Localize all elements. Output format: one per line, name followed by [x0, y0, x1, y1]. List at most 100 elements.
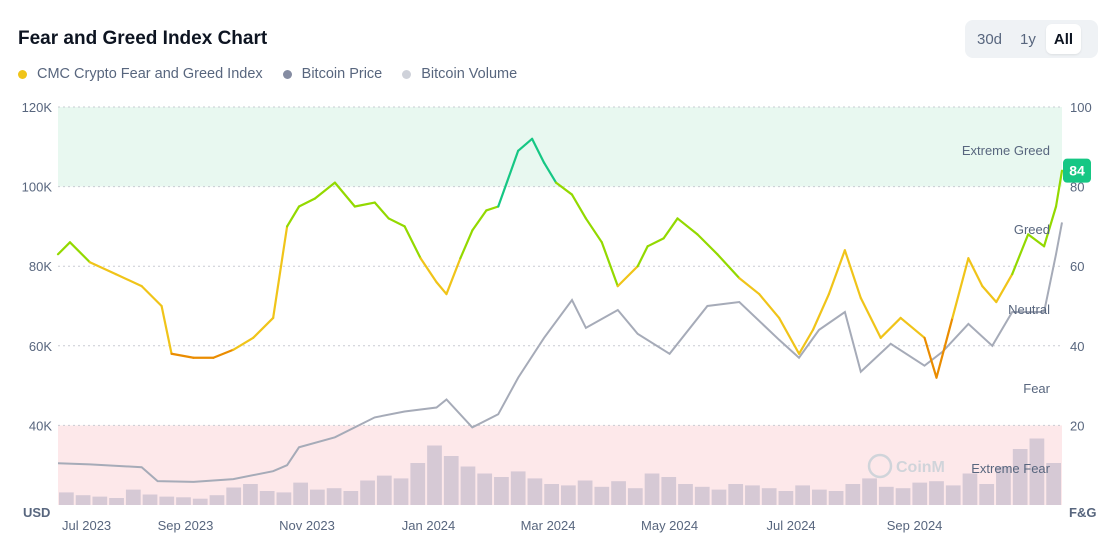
range-all-button[interactable]: All — [1045, 24, 1082, 54]
volume-bar — [1046, 463, 1061, 505]
volume-bar — [176, 497, 191, 505]
fear-greed-segment — [995, 273, 1014, 304]
coinmarketcap-logo-icon — [867, 453, 893, 479]
fear-greed-segment — [778, 316, 801, 355]
fear-greed-segment — [353, 201, 376, 208]
fear-greed-segment — [570, 193, 587, 220]
volume-bar — [577, 480, 593, 505]
fear-greed-segment — [662, 217, 679, 240]
fear-greed-segment — [517, 137, 534, 152]
fear-greed-segment — [967, 257, 984, 288]
fear-greed-segment — [114, 273, 143, 288]
fear-greed-segment — [981, 285, 998, 304]
fear-greed-segment — [542, 161, 558, 184]
zone-label-neutral: Neutral — [1008, 302, 1050, 317]
volume-bar — [109, 498, 124, 505]
volume-bar — [711, 489, 727, 505]
fear-greed-segment — [387, 217, 406, 228]
volume-bar — [745, 485, 760, 505]
fear-greed-segment — [676, 217, 699, 236]
extreme-greed-zone — [58, 107, 1062, 187]
legend-label: Bitcoin Price — [301, 66, 383, 82]
volume-bar — [226, 487, 242, 505]
fear-greed-segment — [584, 217, 603, 244]
volume-bar — [728, 484, 744, 505]
left-tick-label: 120K — [22, 100, 53, 115]
x-tick-label: Nov 2023 — [279, 518, 335, 533]
legend-item-bitcoin-price[interactable]: Bitcoin Price — [282, 66, 383, 82]
legend-item-bitcoin-volume[interactable]: Bitcoin Volume — [402, 66, 517, 82]
volume-bar — [159, 496, 175, 505]
volume-bar — [376, 475, 392, 505]
fear-greed-segment — [843, 249, 862, 300]
left-tick-label: 60K — [29, 339, 52, 354]
volume-bar — [343, 491, 359, 505]
fear-greed-segment — [403, 225, 422, 260]
fear-greed-segment — [232, 336, 255, 351]
volume-bar — [59, 492, 74, 505]
fear-greed-segment — [88, 261, 117, 276]
volume-bar — [443, 456, 459, 505]
x-tick-label: Jan 2024 — [402, 518, 456, 533]
volume-bar — [1012, 449, 1028, 505]
left-axis-unit: USD — [23, 505, 50, 520]
volume-bar — [996, 466, 1011, 505]
volume-bar — [75, 495, 91, 505]
left-tick-label: 40K — [29, 418, 52, 433]
volume-bar — [1029, 438, 1045, 505]
range-30d-button[interactable]: 30d — [969, 24, 1010, 54]
fear-greed-segment — [435, 281, 448, 296]
volume-bar — [678, 484, 693, 505]
legend-item-fear-greed[interactable]: CMC Crypto Fear and Greed Index — [18, 66, 263, 82]
fear-greed-segment — [497, 149, 520, 208]
volume-bar — [527, 478, 543, 505]
fear-greed-segment — [935, 316, 954, 379]
right-axis-unit: F&G — [1069, 505, 1096, 520]
volume-bar — [460, 466, 476, 505]
fear-greed-segment — [373, 201, 390, 220]
watermark-text: CoinM — [896, 459, 945, 476]
legend-dot-icon — [18, 69, 27, 79]
fear-greed-segment — [160, 304, 173, 355]
volume-bar — [427, 445, 442, 505]
volume-bar — [259, 491, 275, 505]
watermark: CoinM — [867, 453, 945, 479]
volume-bar — [544, 484, 559, 505]
fear-greed-segment — [445, 257, 462, 296]
fear-greed-segment — [758, 292, 781, 320]
volume-bar — [142, 494, 158, 505]
right-tick-label: 100 — [1070, 100, 1092, 115]
volume-bar — [326, 488, 342, 505]
x-tick-label: Jul 2023 — [62, 518, 111, 533]
volume-bar — [627, 488, 643, 505]
volume-bar — [209, 495, 225, 505]
fear-greed-segment — [285, 205, 301, 228]
legend-label: Bitcoin Volume — [421, 66, 518, 82]
fear-greed-line — [56, 137, 1064, 379]
volume-bar — [276, 492, 292, 505]
fear-greed-segment — [1011, 233, 1030, 276]
volume-bar — [561, 485, 576, 505]
volume-bar — [125, 489, 141, 505]
fear-greed-segment — [554, 181, 574, 196]
volume-bar — [694, 486, 710, 505]
volume-bar — [878, 486, 894, 505]
fear-greed-segment — [616, 265, 639, 288]
fear-greed-segment — [1042, 205, 1058, 248]
right-tick-label: 80 — [1070, 180, 1084, 195]
fear-greed-segment — [738, 277, 761, 296]
zone-label-extreme-greed: Extreme Greed — [962, 143, 1050, 158]
fear-greed-segment — [170, 352, 195, 359]
x-tick-label: Sep 2023 — [158, 518, 214, 533]
right-tick-label: 20 — [1070, 418, 1084, 433]
fear-greed-segment — [797, 328, 815, 355]
volume-bar — [611, 481, 626, 505]
chart-legend: CMC Crypto Fear and Greed Index Bitcoin … — [18, 66, 517, 82]
fear-greed-segment — [68, 241, 91, 264]
range-1y-button[interactable]: 1y — [1012, 24, 1044, 54]
volume-bars — [59, 438, 1061, 505]
zone-label-extreme-fear: Extreme Fear — [971, 461, 1050, 476]
legend-dot-icon — [402, 69, 412, 79]
x-tick-label: Mar 2024 — [521, 518, 576, 533]
